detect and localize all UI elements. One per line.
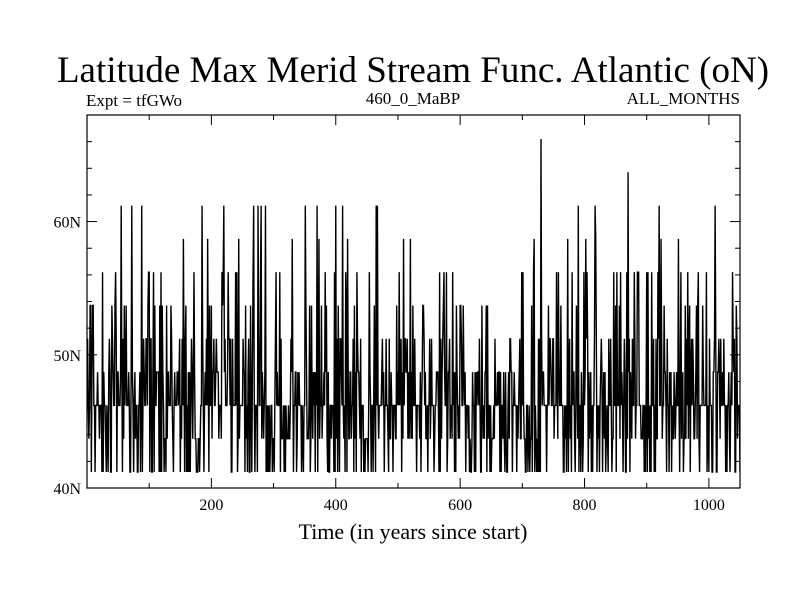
series-group: [87, 138, 740, 473]
series-line: [87, 138, 740, 473]
plot-frame: [86, 114, 741, 489]
x-tick-label: 800: [573, 497, 597, 514]
y-tick-label: 40N: [53, 481, 81, 498]
x-tick-label: 200: [199, 497, 223, 514]
x-axis-label: Time (in years since start): [299, 519, 528, 544]
axis-group: 200 400 600 800 1000 40N 50N 60N: [53, 115, 740, 514]
x-tick-label: 400: [324, 497, 348, 514]
subtitle-left: Expt = tfGWo: [86, 91, 182, 110]
subtitle-right: ALL_MONTHS: [627, 89, 740, 108]
x-tick-label: 600: [448, 497, 472, 514]
x-tick-label: 1000: [693, 497, 725, 514]
y-tick-label: 60N: [53, 215, 81, 232]
y-tick-label: 50N: [53, 348, 81, 365]
chart-title: Latitude Max Merid Stream Func. Atlantic…: [57, 50, 769, 91]
subtitle-center: 460_0_MaBP: [366, 89, 460, 108]
